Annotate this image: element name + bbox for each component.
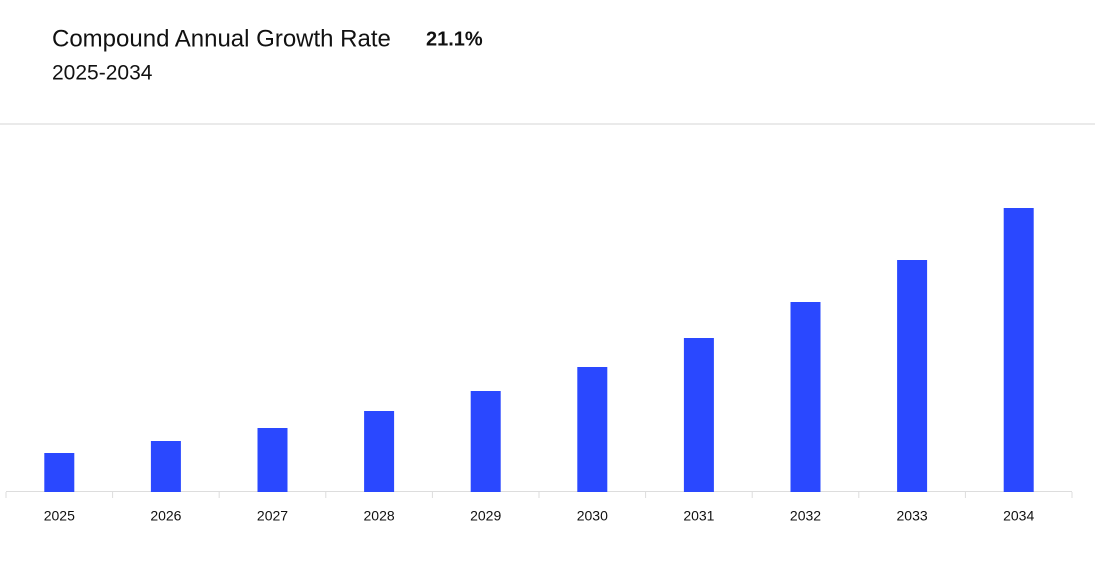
x-tick-label: 2029: [470, 508, 501, 524]
bar: [257, 428, 288, 492]
bar: [683, 338, 714, 492]
bar: [790, 302, 821, 492]
x-tick-label: 2033: [897, 508, 928, 524]
x-tick-label: 2025: [44, 508, 75, 524]
chart-subtitle: 2025-2034: [52, 62, 153, 85]
bar: [44, 453, 75, 492]
x-tick-label: 2034: [1003, 508, 1034, 524]
bar: [150, 441, 181, 492]
x-tick-label: 2026: [150, 508, 181, 524]
bar: [470, 391, 501, 492]
bar: [364, 411, 395, 492]
x-tick-label: 2031: [683, 508, 714, 524]
x-tick-label: 2030: [577, 508, 608, 524]
cagr-value: 21.1%: [426, 28, 483, 50]
bar: [1003, 208, 1034, 492]
bar: [577, 367, 608, 492]
bar: [897, 260, 928, 492]
x-tick-label: 2027: [257, 508, 288, 524]
x-tick-label: 2032: [790, 508, 821, 524]
chart-title: Compound Annual Growth Rate: [52, 25, 391, 52]
x-tick-label: 2028: [364, 508, 395, 524]
